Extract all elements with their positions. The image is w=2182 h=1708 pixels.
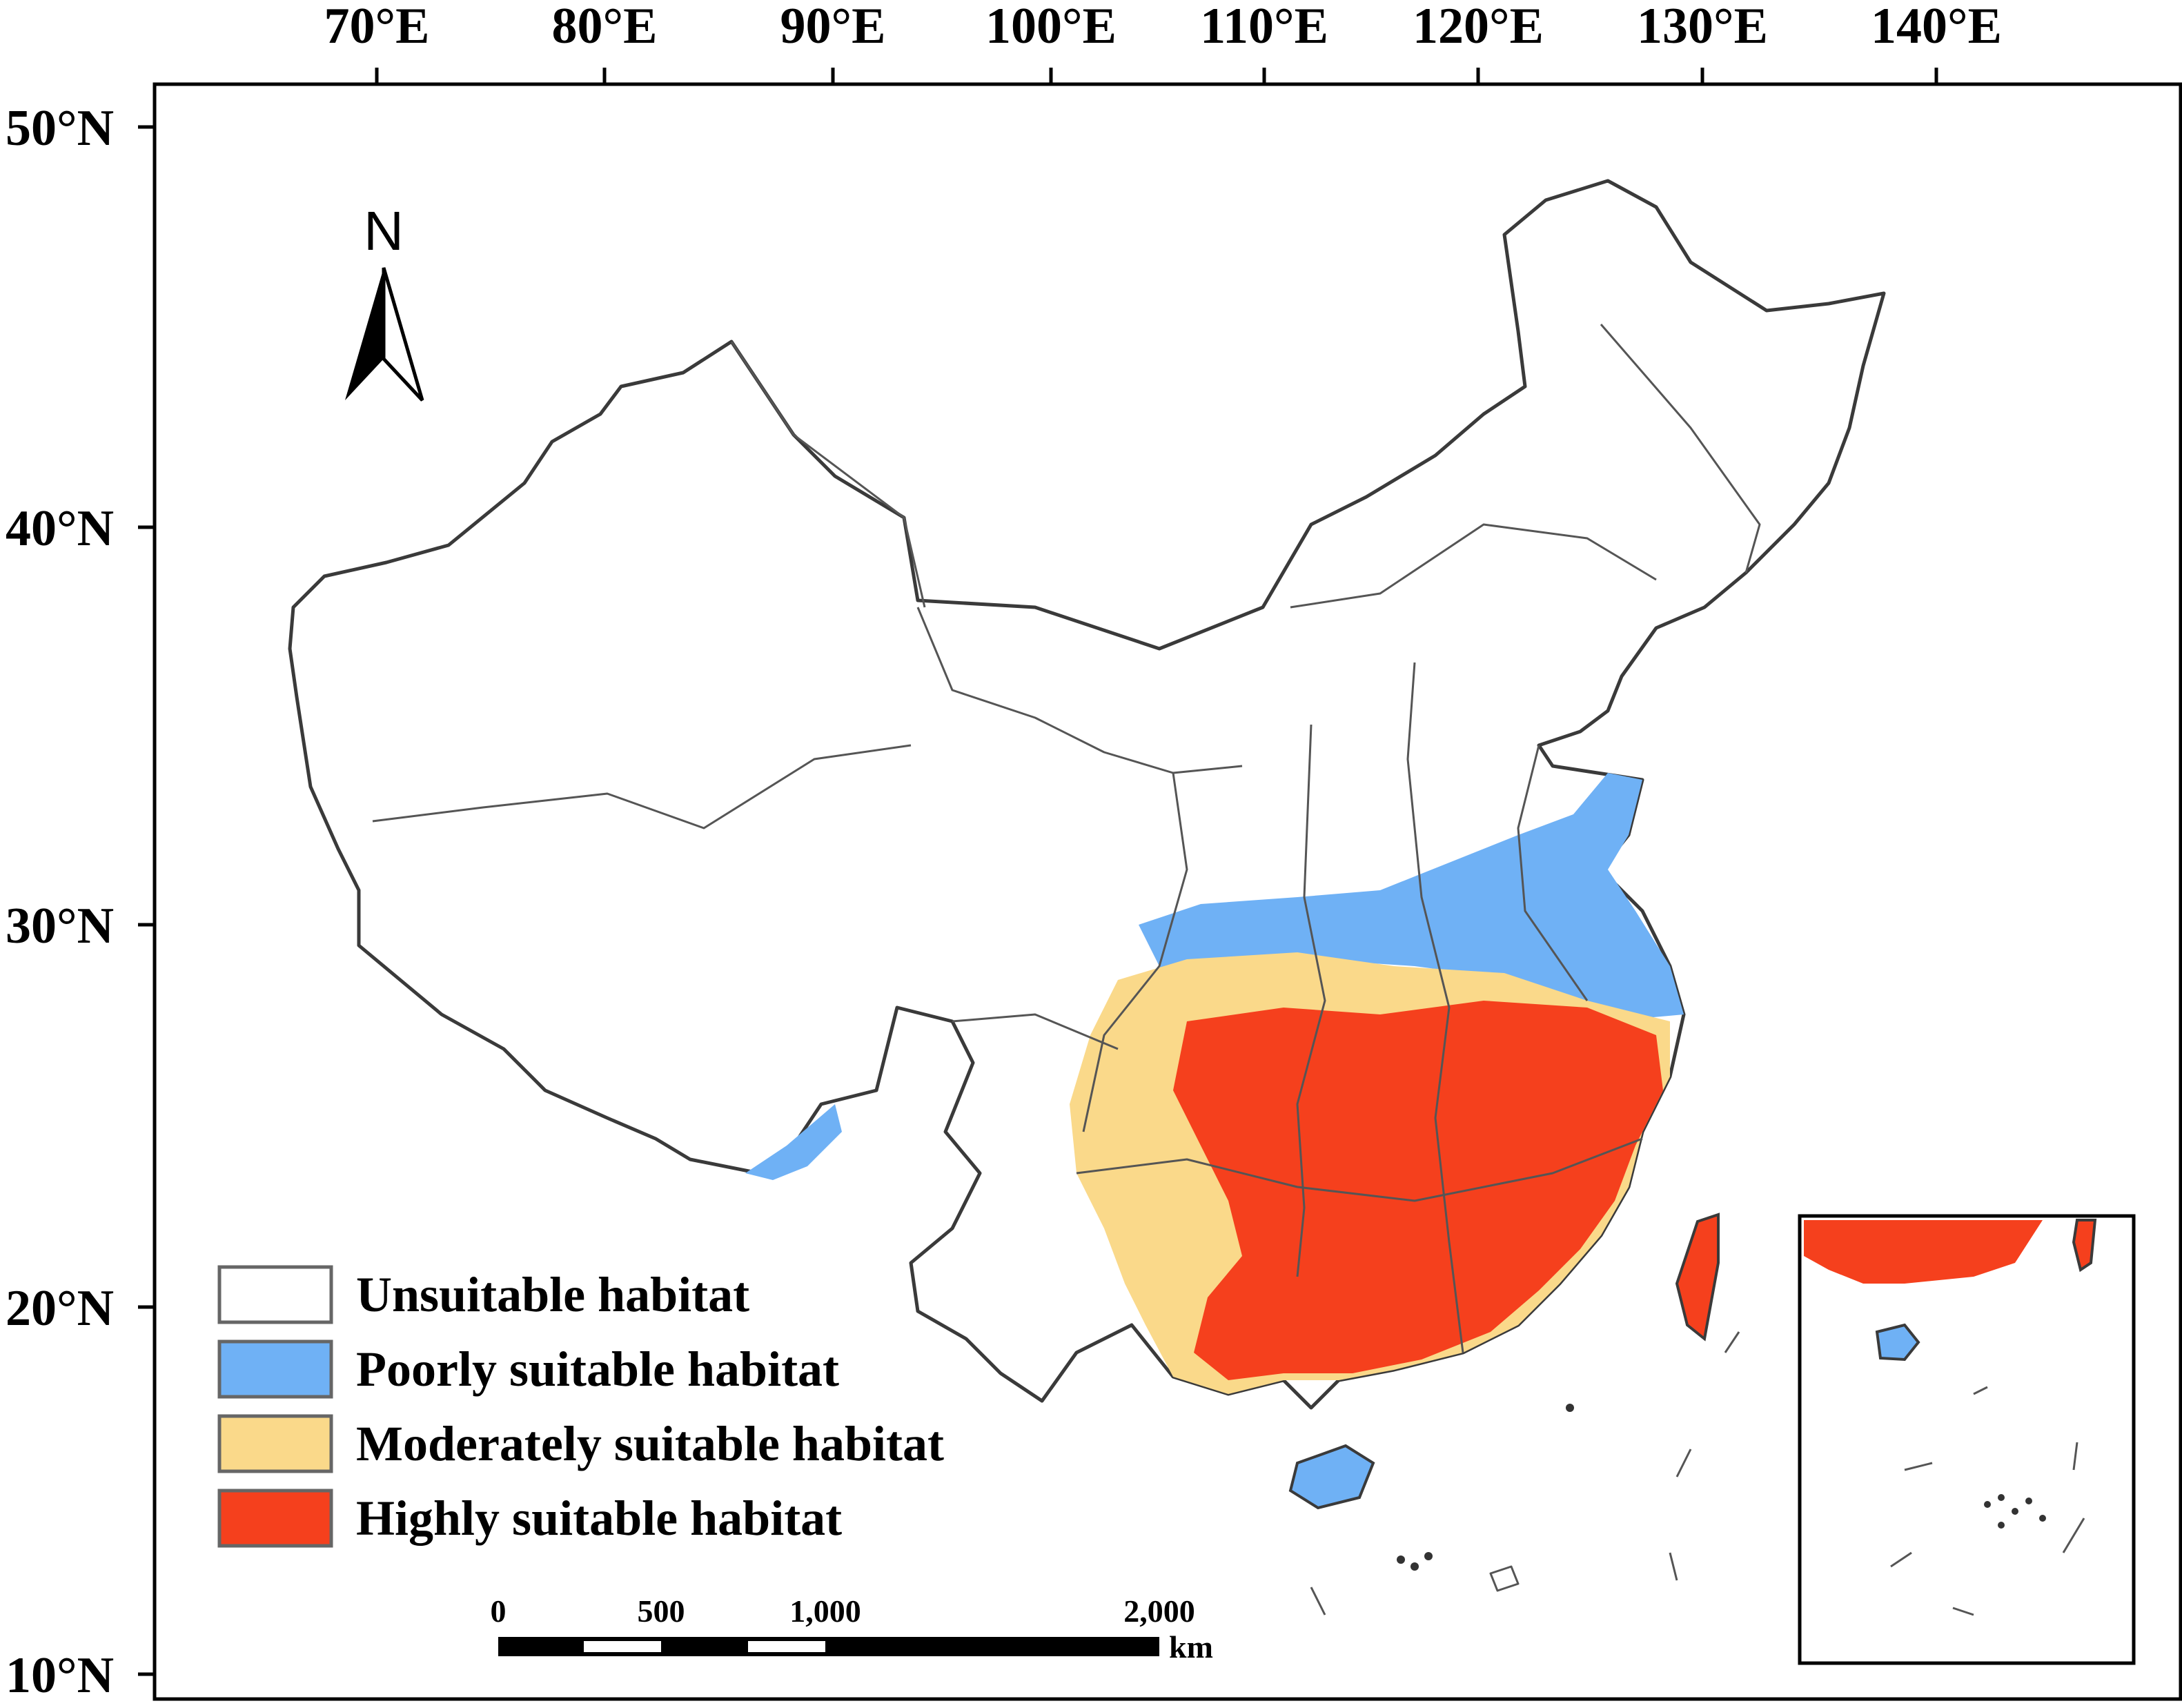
lon-label: 80°E [552,0,658,55]
lat-label: 50°N [6,100,114,157]
lon-label: 130°E [1637,0,1768,55]
longitude-axis: 70°E 80°E 90°E 100°E 110°E 120°E 130°E 1… [324,0,2002,84]
scale-bar: 0 500 1,000 2,000 km [491,1593,1213,1665]
north-arrow: N [345,200,424,402]
lon-label: 140°E [1871,0,2002,55]
legend-label: Moderately suitable habitat [356,1416,944,1471]
lon-label: 100°E [985,0,1117,55]
lon-label: 120°E [1413,0,1544,55]
north-arrow-icon [345,268,384,400]
highly-suitable-zone [1173,1001,1663,1380]
legend: Unsuitable habitat Poorly suitable habit… [217,1265,944,1548]
poorly-suitable-zone-west [745,1104,842,1180]
north-label: N [364,200,404,262]
map-frame [153,82,2182,1701]
legend-swatch-moderately [217,1414,333,1473]
legend-swatch-poorly [217,1339,333,1399]
latitude-axis: 50°N 40°N 30°N 20°N 10°N [6,100,155,1704]
country-outline [288,179,1886,1410]
legend-label: Unsuitable habitat [356,1267,749,1322]
legend-label: Poorly suitable habitat [356,1342,839,1397]
lat-label: 10°N [6,1647,114,1704]
lon-label: 110°E [1200,0,1328,55]
scale-tick-label: 500 [638,1593,685,1629]
legend-swatch-unsuitable [217,1265,333,1324]
lon-label: 90°E [780,0,886,55]
lat-label: 20°N [6,1280,114,1337]
legend-swatch-highly [217,1489,333,1548]
lon-label: 70°E [324,0,430,55]
scale-tick-label: 2,000 [1123,1593,1195,1629]
taiwan-island [1675,1213,1720,1342]
legend-label: Highly suitable habitat [356,1491,842,1546]
province-boundaries [372,324,1761,1353]
suitability-layer [745,773,1720,1510]
hainan-island [1288,1444,1375,1510]
south-china-sea-inset [1798,1214,2136,1665]
lat-label: 30°N [6,898,114,954]
lat-label: 40°N [6,500,114,557]
scale-unit: km [1169,1629,1213,1665]
south-sea-islands [1310,1331,1740,1616]
scale-tick-label: 1,000 [789,1593,861,1629]
scale-tick-label: 0 [491,1593,507,1629]
